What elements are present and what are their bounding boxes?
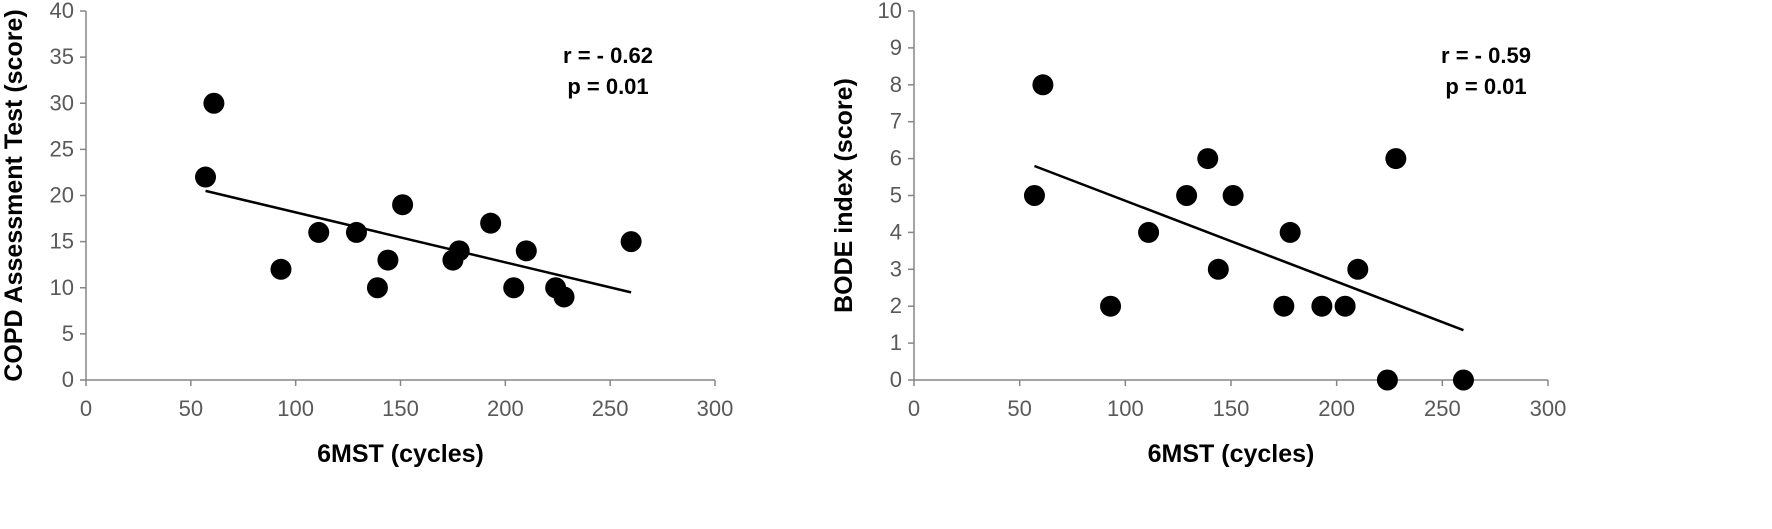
y-axis-title-bode: BODE index (score)	[830, 78, 858, 313]
data-point-cat	[620, 231, 642, 253]
y-tick-label-bode: 4	[890, 219, 902, 244]
data-point-bode	[1376, 369, 1398, 391]
p-value-cat: p = 0.01	[567, 74, 648, 99]
y-tick-label-cat: 20	[50, 183, 74, 208]
data-point-bode	[1311, 295, 1333, 317]
x-tick-label-cat: 150	[382, 396, 419, 421]
correlation-coefficient-bode: r = - 0.59	[1441, 43, 1531, 68]
y-tick-label-cat: 30	[50, 90, 74, 115]
data-point-bode	[1023, 185, 1045, 206]
data-point-cat	[503, 277, 525, 299]
y-tick-label-bode: 10	[878, 0, 902, 23]
y-tick-label-bode: 9	[890, 35, 902, 60]
x-tick-label-cat: 100	[277, 396, 314, 421]
y-tick-label-bode: 3	[890, 256, 902, 281]
x-tick-label-cat: 0	[80, 396, 92, 421]
y-tick-label-cat: 5	[62, 321, 74, 346]
y-tick-label-bode: 5	[890, 183, 902, 208]
data-point-bode	[1279, 221, 1301, 243]
chart-panel-cat: 0 5 10 15 20 25 30 35 40 0 50 100 150 200 250 300 6MST (…	[0, 0, 733, 468]
x-tick-label-cat: 300	[697, 396, 734, 421]
y-tick-label-bode: 7	[890, 109, 902, 134]
y-tick-label-cat: 40	[50, 0, 74, 23]
data-point-cat	[553, 286, 575, 308]
data-point-cat	[345, 221, 367, 243]
data-point-cat	[448, 240, 470, 262]
data-point-bode	[1197, 148, 1219, 170]
data-point-bode	[1222, 185, 1244, 206]
y-tick-label-bode: 2	[890, 293, 902, 318]
y-tick-label-bode: 0	[890, 367, 902, 392]
data-point-cat	[480, 212, 502, 234]
p-value-bode: p = 0.01	[1445, 74, 1526, 99]
data-point-bode	[1452, 369, 1474, 391]
x-tick-label-bode: 0	[908, 396, 920, 421]
data-point-bode	[1176, 185, 1198, 206]
x-tick-label-bode: 100	[1107, 396, 1144, 421]
data-point-cat	[392, 194, 414, 216]
data-point-bode	[1347, 258, 1369, 280]
trendline-bode	[1034, 164, 1464, 332]
x-axis-title-bode: 6MST (cycles)	[1148, 440, 1315, 468]
x-tick-label-bode: 200	[1318, 396, 1355, 421]
data-point-bode	[1207, 258, 1229, 280]
data-point-bode	[1273, 295, 1295, 317]
data-point-cat	[270, 258, 292, 280]
x-axis-title-cat: 6MST (cycles)	[317, 440, 484, 468]
x-tick-label-bode: 50	[1007, 396, 1031, 421]
y-tick-label-bode: 6	[890, 146, 902, 171]
y-tick-label-cat: 25	[50, 136, 74, 161]
y-tick-label-cat: 35	[50, 44, 74, 69]
x-tick-label-cat: 50	[179, 396, 203, 421]
data-point-cat	[366, 277, 388, 299]
trendline-cat	[205, 189, 632, 294]
data-point-cat	[515, 240, 537, 262]
y-tick-label-cat: 0	[62, 367, 74, 392]
data-point-cat	[377, 249, 399, 271]
x-tick-label-cat: 200	[487, 396, 524, 421]
data-point-bode	[1334, 295, 1356, 317]
data-point-cat	[308, 221, 330, 243]
data-point-bode	[1385, 148, 1407, 170]
x-tick-label-bode: 250	[1424, 396, 1461, 421]
correlation-coefficient-cat: r = - 0.62	[563, 43, 653, 68]
data-point-cat	[195, 166, 217, 188]
data-point-bode	[1032, 74, 1054, 96]
y-tick-label-bode: 1	[890, 330, 902, 355]
x-tick-label-bode: 150	[1213, 396, 1250, 421]
y-tick-label-cat: 15	[50, 229, 74, 254]
y-tick-label-bode: 8	[890, 72, 902, 97]
data-point-bode	[1100, 295, 1122, 317]
y-axis-title-cat: COPD Assessment Test (score)	[0, 9, 28, 381]
y-tick-label-cat: 10	[50, 275, 74, 300]
data-point-cat	[203, 92, 225, 114]
x-tick-label-cat: 250	[592, 396, 629, 421]
data-point-bode	[1138, 221, 1160, 243]
x-tick-label-bode: 300	[1530, 396, 1567, 421]
